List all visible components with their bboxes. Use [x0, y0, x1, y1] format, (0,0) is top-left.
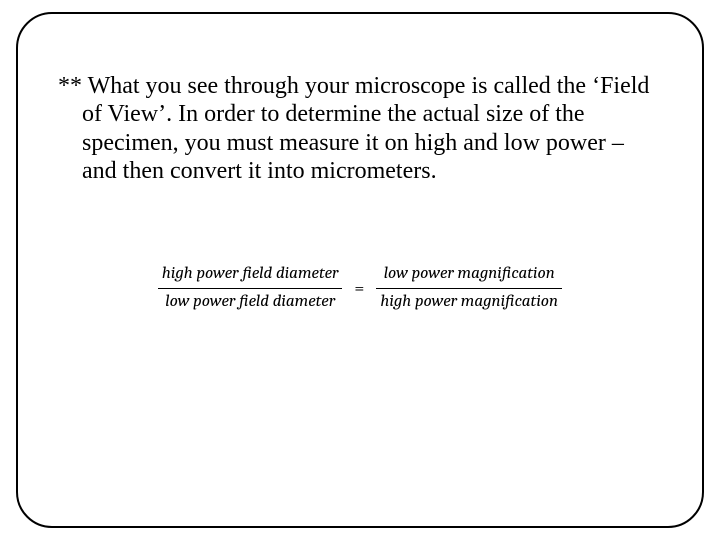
left-fraction: high power field diameter low power fiel…: [158, 263, 343, 314]
field-of-view-formula: high power field diameter low power fiel…: [58, 263, 662, 314]
right-fraction: low power magnification high power magni…: [376, 263, 562, 314]
right-denominator: high power magnification: [376, 289, 562, 314]
left-numerator: high power field diameter: [158, 263, 343, 288]
slide-frame: ** What you see through your microscope …: [16, 12, 704, 528]
right-numerator: low power magnification: [380, 263, 559, 288]
body-paragraph: ** What you see through your microscope …: [58, 72, 662, 185]
left-denominator: low power field diameter: [161, 289, 339, 314]
equals-sign: =: [352, 278, 366, 299]
paragraph-text: ** What you see through your microscope …: [58, 72, 662, 185]
